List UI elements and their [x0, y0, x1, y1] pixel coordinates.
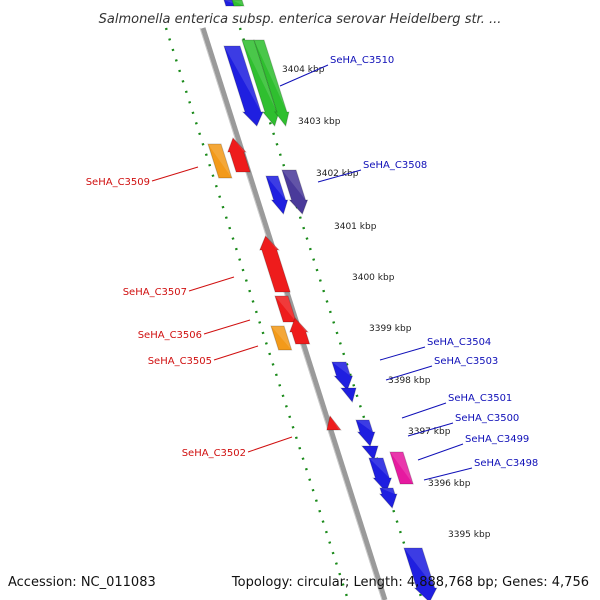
leader-line: [423, 467, 473, 481]
leader-line: [407, 422, 454, 437]
gene-box-c3506-red-b: [289, 317, 311, 345]
genome-summary-text: Topology: circular; Length: 4,888,768 bp…: [231, 575, 589, 590]
leader-line: [188, 276, 235, 292]
dotted-guide-lines: [164, 27, 424, 600]
guide-dots-0: [164, 27, 350, 600]
gene-box-c3508-blue: [265, 175, 289, 216]
leader-line: [379, 346, 426, 361]
leader-line: [279, 64, 329, 87]
leader-line: [247, 436, 293, 453]
gene-box-c3503-blue: [339, 387, 357, 404]
gene-label-seha-c3510[interactable]: SeHA_C3510: [330, 55, 394, 66]
gene-box-c3508-purple: [281, 169, 309, 215]
gene-box-c3504-blue: [331, 361, 354, 391]
leader-line: [317, 169, 362, 183]
gene-box-c3500-blue: [360, 445, 379, 462]
gene-label-seha-c3499[interactable]: SeHA_C3499: [465, 434, 529, 445]
gene-label-seha-c3500[interactable]: SeHA_C3500: [455, 413, 519, 424]
leader-line: [151, 166, 199, 182]
kbp-tick-label: 3395 kbp: [448, 530, 491, 540]
gene-box-c3510-green-b: [253, 39, 290, 128]
kbp-tick-label: 3402 kbp: [316, 169, 359, 179]
kbp-ticks: 3404 kbp 3403 kbp 3402 kbp 3401 kbp 3400 kbp…: [282, 65, 491, 540]
gene-box-c3510-blue: [223, 45, 264, 127]
gene-label-seha-c3498[interactable]: SeHA_C3498: [474, 458, 538, 469]
gene-box-c3509-red: [227, 137, 251, 173]
gene-box-c3499-blue: [368, 457, 393, 493]
kbp-tick-label: 3404 kbp: [282, 65, 325, 75]
gene-box-bottom-blue: [403, 547, 438, 600]
gene-label-seha-c3502[interactable]: SeHA_C3502: [182, 448, 246, 459]
gene-label-seha-c3509[interactable]: SeHA_C3509: [86, 177, 150, 188]
accession-text: Accession: NC_011083: [8, 575, 156, 590]
kbp-tick-label: 3403 kbp: [298, 117, 341, 127]
gene-label-seha-c3506[interactable]: SeHA_C3506: [138, 330, 202, 341]
gene-box-c3499-pink: [389, 451, 414, 485]
leader-line: [401, 402, 447, 419]
gene-box-top-green: [231, 0, 245, 7]
gene-label-seha-c3507[interactable]: SeHA_C3507: [123, 287, 187, 298]
gene-label-seha-c3503[interactable]: SeHA_C3503: [434, 356, 498, 367]
gene-box-c3505-orange: [270, 325, 293, 351]
gene-box-c3507-red: [259, 235, 291, 293]
gene-box-c3502-red: [326, 414, 342, 431]
kbp-tick-label: 3399 kbp: [369, 324, 412, 334]
kbp-tick-label: 3401 kbp: [334, 222, 377, 232]
leader-line: [203, 319, 251, 335]
gene-label-seha-c3505[interactable]: SeHA_C3505: [148, 356, 212, 367]
leader-line: [213, 345, 259, 361]
gene-label-seha-c3501[interactable]: SeHA_C3501: [448, 393, 512, 404]
gene-label-seha-c3508[interactable]: SeHA_C3508: [363, 160, 427, 171]
leader-line: [385, 365, 433, 381]
gene-box-c3501-blue: [355, 419, 376, 447]
gene-label-seha-c3504[interactable]: SeHA_C3504: [427, 337, 491, 348]
gene-box-c3498-blue: [378, 487, 398, 509]
gene-labels: SeHA_C3510 SeHA_C3508 SeHA_C3504 SeHA_C3503…: [86, 55, 538, 481]
kbp-tick-label: 3398 kbp: [388, 376, 431, 386]
gene-features: [207, 0, 438, 600]
leader-line: [417, 443, 464, 461]
genome-title: Salmonella enterica subsp. enterica sero…: [99, 12, 502, 27]
kbp-tick-label: 3397 kbp: [408, 427, 451, 437]
guide-dots-1: [238, 27, 424, 600]
gene-box-c3509-orange: [207, 143, 233, 179]
kbp-tick-label: 3400 kbp: [352, 273, 395, 283]
gene-box-c3510-green-a: [241, 39, 280, 128]
kbp-tick-label: 3396 kbp: [428, 479, 471, 489]
